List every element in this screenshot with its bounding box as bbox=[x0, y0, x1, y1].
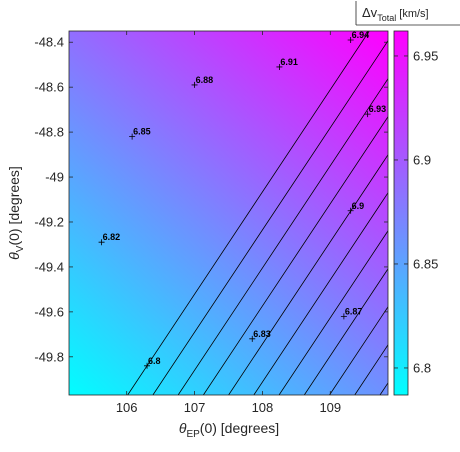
contour-label: 6.82 bbox=[103, 232, 121, 242]
colorbar bbox=[393, 30, 409, 396]
x-tick-label: 109 bbox=[319, 400, 341, 415]
colorbar-ticks: 6.8 6.85 6.9 6.95 bbox=[394, 48, 438, 375]
y-tick-label: -48.4 bbox=[34, 35, 64, 50]
contour-label: 6.83 bbox=[253, 329, 271, 339]
contour-line-3 bbox=[203, 116, 388, 395]
contour-lines bbox=[127, 31, 460, 395]
contour-line-12 bbox=[430, 31, 460, 395]
x-axis-ticks: 106 107 108 109 bbox=[116, 31, 341, 415]
colorbar-tick-label: 6.9 bbox=[413, 152, 431, 167]
contour-line-0 bbox=[127, 31, 370, 395]
contour-label: 6.8 bbox=[148, 356, 161, 366]
y-tick-label: -48.6 bbox=[34, 80, 64, 95]
contour-marker bbox=[276, 63, 283, 70]
y-tick-label: -49.8 bbox=[34, 349, 64, 364]
contour-line-8 bbox=[329, 306, 388, 395]
y-tick-label: -48.8 bbox=[34, 125, 64, 140]
x-tick-label: 108 bbox=[252, 400, 274, 415]
contour-line-4 bbox=[228, 154, 388, 395]
y-tick-label: -49.2 bbox=[34, 214, 64, 229]
contour-marker bbox=[129, 133, 136, 140]
contour-label: 6.93 bbox=[369, 104, 387, 114]
x-tick-label: 106 bbox=[116, 400, 138, 415]
colorbar-title: ΔvTotal [km/s] bbox=[362, 5, 429, 23]
contour-line-1 bbox=[152, 40, 388, 395]
contour-line-7 bbox=[303, 268, 388, 395]
contour-labels: 6.8 6.82 6.83 6.85 6.87 6.88 6.9 6.91 6.93 6.94 bbox=[98, 30, 387, 369]
contour-label: 6.91 bbox=[280, 57, 298, 67]
contour-marker bbox=[98, 239, 105, 246]
y-axis-label: θV(0) [degrees] bbox=[6, 166, 26, 260]
contour-marker bbox=[191, 81, 198, 88]
y-tick-label: -49.4 bbox=[34, 259, 64, 274]
plot-frame bbox=[68, 30, 389, 396]
contour-line-11 bbox=[405, 31, 460, 395]
colorbar-tick-label: 6.95 bbox=[413, 48, 438, 63]
y-axis-ticks: -48.4 -48.6 -48.8 -49 -49.2 -49.4 -49.6 -49.8 bbox=[34, 35, 388, 364]
x-axis-label: θEP(0) [degrees] bbox=[179, 420, 279, 440]
colorbar-tick-label: 6.8 bbox=[413, 360, 431, 375]
contour-marker bbox=[347, 207, 354, 214]
contour-label: 6.85 bbox=[133, 127, 151, 137]
contour-label: 6.87 bbox=[345, 306, 363, 316]
contour-line-13 bbox=[456, 31, 460, 395]
contour-label: 6.9 bbox=[352, 201, 365, 211]
contour-line-6 bbox=[278, 230, 388, 395]
x-tick-label: 107 bbox=[184, 400, 206, 415]
contour-label: 6.88 bbox=[196, 75, 214, 85]
contour-marker bbox=[347, 36, 354, 43]
contour-line-10 bbox=[379, 382, 388, 395]
colorbar-tick-label: 6.85 bbox=[413, 256, 438, 271]
contour-line-5 bbox=[253, 192, 388, 395]
y-tick-label: -49.6 bbox=[34, 304, 64, 319]
contour-marker bbox=[249, 335, 256, 342]
contour-marker bbox=[144, 362, 151, 369]
contour-label: 6.94 bbox=[352, 30, 370, 40]
contour-fill bbox=[69, 31, 388, 395]
contour-marker bbox=[340, 313, 347, 320]
contour-line-2 bbox=[177, 78, 388, 395]
contour-marker bbox=[364, 111, 371, 118]
y-tick-label: -49 bbox=[45, 170, 64, 185]
